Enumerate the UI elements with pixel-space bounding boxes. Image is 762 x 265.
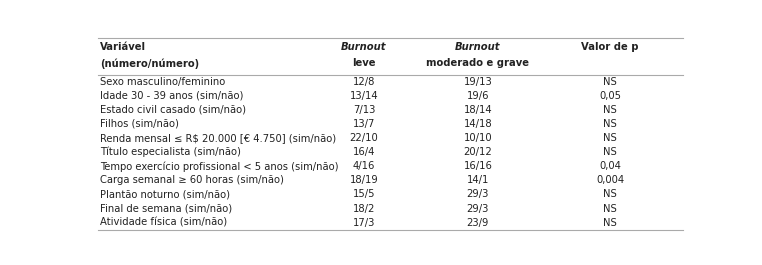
Text: Idade 30 - 39 anos (sim/não): Idade 30 - 39 anos (sim/não) [100, 91, 243, 101]
Text: 29/3: 29/3 [467, 189, 489, 200]
Text: 4/16: 4/16 [353, 161, 375, 171]
Text: 10/10: 10/10 [463, 133, 492, 143]
Text: 14/18: 14/18 [463, 119, 492, 129]
Text: Atividade física (sim/não): Atividade física (sim/não) [100, 218, 227, 228]
Text: Renda mensal ≤ R$ 20.000 [€ 4.750] (sim/não): Renda mensal ≤ R$ 20.000 [€ 4.750] (sim/… [100, 133, 336, 143]
Text: 18/14: 18/14 [463, 105, 492, 115]
Text: Valor de p: Valor de p [581, 42, 639, 52]
Text: 0,004: 0,004 [596, 175, 624, 186]
Text: 7/13: 7/13 [353, 105, 375, 115]
Text: NS: NS [604, 189, 617, 200]
Text: (número/número): (número/número) [100, 58, 199, 69]
Text: 12/8: 12/8 [353, 77, 375, 87]
Text: 0,05: 0,05 [599, 91, 621, 101]
Text: 0,04: 0,04 [599, 161, 621, 171]
Text: 19/6: 19/6 [466, 91, 489, 101]
Text: 29/3: 29/3 [467, 204, 489, 214]
Text: Filhos (sim/não): Filhos (sim/não) [100, 119, 179, 129]
Text: Plantão noturno (sim/não): Plantão noturno (sim/não) [100, 189, 230, 200]
Text: 16/4: 16/4 [353, 147, 375, 157]
Text: NS: NS [604, 218, 617, 228]
Text: Estado civil casado (sim/não): Estado civil casado (sim/não) [100, 105, 246, 115]
Text: NS: NS [604, 147, 617, 157]
Text: NS: NS [604, 105, 617, 115]
Text: NS: NS [604, 204, 617, 214]
Text: 13/7: 13/7 [353, 119, 375, 129]
Text: 18/19: 18/19 [350, 175, 378, 186]
Text: 23/9: 23/9 [467, 218, 489, 228]
Text: moderado e grave: moderado e grave [427, 58, 530, 68]
Text: Tempo exercício profissional < 5 anos (sim/não): Tempo exercício profissional < 5 anos (s… [100, 161, 338, 171]
Text: Título especialista (sim/não): Título especialista (sim/não) [100, 147, 241, 157]
Text: 16/16: 16/16 [463, 161, 492, 171]
Text: Variável: Variável [100, 42, 146, 52]
Text: 13/14: 13/14 [350, 91, 378, 101]
Text: Final de semana (sim/não): Final de semana (sim/não) [100, 204, 232, 214]
Text: Sexo masculino/feminino: Sexo masculino/feminino [100, 77, 226, 87]
Text: NS: NS [604, 119, 617, 129]
Text: Burnout: Burnout [341, 42, 386, 52]
Text: leve: leve [352, 58, 376, 68]
Text: 15/5: 15/5 [353, 189, 375, 200]
Text: 18/2: 18/2 [353, 204, 375, 214]
Text: 17/3: 17/3 [353, 218, 375, 228]
Text: 14/1: 14/1 [467, 175, 489, 186]
Text: 22/10: 22/10 [350, 133, 378, 143]
Text: 20/12: 20/12 [463, 147, 492, 157]
Text: Carga semanal ≥ 60 horas (sim/não): Carga semanal ≥ 60 horas (sim/não) [100, 175, 284, 186]
Text: 19/13: 19/13 [463, 77, 492, 87]
Text: NS: NS [604, 77, 617, 87]
Text: Burnout: Burnout [455, 42, 501, 52]
Text: NS: NS [604, 133, 617, 143]
